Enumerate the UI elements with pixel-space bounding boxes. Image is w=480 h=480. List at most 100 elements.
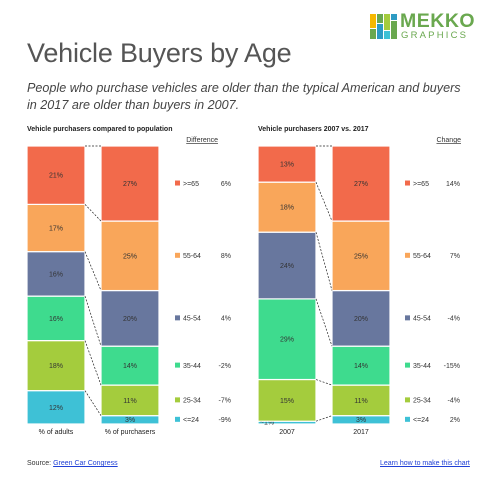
data-label: 11% xyxy=(123,398,137,405)
legend-label: 25-34 xyxy=(183,398,201,405)
bar-segment xyxy=(331,289,391,347)
bar-segment xyxy=(100,220,160,292)
extra-header-1: Change xyxy=(436,137,461,144)
extra-value: 7% xyxy=(450,253,460,260)
source-note: Source: Green Car Congress xyxy=(27,460,118,467)
extra-value: -2% xyxy=(219,363,231,370)
data-label: 25% xyxy=(354,253,368,260)
legend-swatch xyxy=(175,252,180,258)
data-label: 27% xyxy=(354,181,368,188)
legend-label: >=65 xyxy=(183,181,199,188)
category-label: 2017 xyxy=(353,429,369,436)
data-label: 29% xyxy=(280,337,294,344)
data-label: 3% xyxy=(356,417,366,424)
source-label: Source: xyxy=(27,460,52,467)
connector-line xyxy=(84,340,102,386)
extra-value: -7% xyxy=(219,398,231,405)
source-link[interactable]: Green Car Congress xyxy=(53,460,118,467)
bar-segment xyxy=(26,203,86,253)
data-label: 14% xyxy=(354,363,368,370)
category-label: % of adults xyxy=(39,429,74,436)
panel-title-1: Vehicle purchasers 2007 vs. 2017 xyxy=(258,126,369,133)
connector-line xyxy=(315,415,333,422)
logo-wordmark: MEKKO xyxy=(400,10,476,32)
data-label: ~1% xyxy=(260,420,274,427)
data-label: 20% xyxy=(123,316,137,323)
mekko-logo-icon xyxy=(370,14,397,39)
chart-title: Vehicle Buyers by Age xyxy=(27,38,292,68)
connector-line xyxy=(315,298,333,347)
data-label: 16% xyxy=(49,316,63,323)
connector-line xyxy=(84,204,102,222)
data-label: 12% xyxy=(49,405,63,412)
data-label: 11% xyxy=(354,398,368,405)
data-label: 18% xyxy=(49,363,63,370)
bar-segment xyxy=(331,145,391,222)
legend-label: >=65 xyxy=(413,181,429,188)
legend-swatch xyxy=(405,252,410,258)
legend-label: <=24 xyxy=(413,417,429,424)
bar-segment xyxy=(26,340,86,392)
category-label: % of purchasers xyxy=(105,429,156,436)
data-label: 25% xyxy=(123,253,137,260)
legend-label: 35-44 xyxy=(413,363,431,370)
bar-segment xyxy=(26,145,86,205)
legend-label: 25-34 xyxy=(413,398,431,405)
bar-segment xyxy=(257,231,317,300)
data-label: 16% xyxy=(49,271,63,278)
bar-segment xyxy=(100,145,160,222)
data-label: 27% xyxy=(123,181,137,188)
data-label: 15% xyxy=(280,398,294,405)
extra-value: -9% xyxy=(219,417,231,424)
bar-segment xyxy=(100,384,160,417)
extra-value: -15% xyxy=(444,363,460,370)
extra-value: -4% xyxy=(448,398,460,405)
extra-value: 2% xyxy=(450,417,460,424)
legend-swatch xyxy=(175,362,180,368)
legend-label: 55-64 xyxy=(413,253,431,260)
data-label: 3% xyxy=(125,417,135,424)
bar-segment xyxy=(331,345,391,386)
learn-link[interactable]: Learn how to make this chart xyxy=(380,460,470,467)
chart-subtitle: People who purchase vehicles are older t… xyxy=(27,81,461,112)
legend-swatch xyxy=(405,362,410,368)
bar-segment xyxy=(26,251,86,297)
data-label: 24% xyxy=(280,263,294,270)
bar-segment xyxy=(100,289,160,347)
bar-segment xyxy=(257,298,317,381)
extra-value: 6% xyxy=(221,181,231,188)
legend-swatch xyxy=(405,397,410,403)
legend-swatch xyxy=(405,180,410,186)
data-label: 14% xyxy=(123,363,137,370)
extra-header-0: Difference xyxy=(186,137,218,144)
legend-swatch xyxy=(405,416,410,422)
data-label: 17% xyxy=(49,226,63,233)
legend-swatch xyxy=(175,315,180,321)
bar-segment xyxy=(26,295,86,342)
legend-label: 55-64 xyxy=(183,253,201,260)
bar-segment xyxy=(257,378,317,422)
legend-swatch xyxy=(175,180,180,186)
extra-value: 14% xyxy=(446,181,460,188)
legend-label: 35-44 xyxy=(183,363,201,370)
extra-value: -4% xyxy=(448,316,460,323)
legend-label: 45-54 xyxy=(413,316,431,323)
connector-line xyxy=(315,182,333,222)
extra-value: 8% xyxy=(221,253,231,260)
data-label: 20% xyxy=(354,316,368,323)
connector-line xyxy=(84,296,102,347)
data-label: 21% xyxy=(49,173,63,180)
category-label: 2007 xyxy=(279,429,295,436)
legend-swatch xyxy=(175,397,180,403)
bar-segment xyxy=(257,181,317,233)
panel-title-0: Vehicle purchasers compared to populatio… xyxy=(27,126,172,133)
bar-segment xyxy=(26,390,86,425)
legend-label: 45-54 xyxy=(183,316,201,323)
legend-label: <=24 xyxy=(183,417,199,424)
bar-segment xyxy=(257,145,317,183)
legend-swatch xyxy=(175,416,180,422)
connector-line xyxy=(84,251,102,291)
connector-line xyxy=(315,232,333,291)
logo-subtitle: GRAPHICS xyxy=(401,30,469,41)
connector-line xyxy=(84,390,102,416)
